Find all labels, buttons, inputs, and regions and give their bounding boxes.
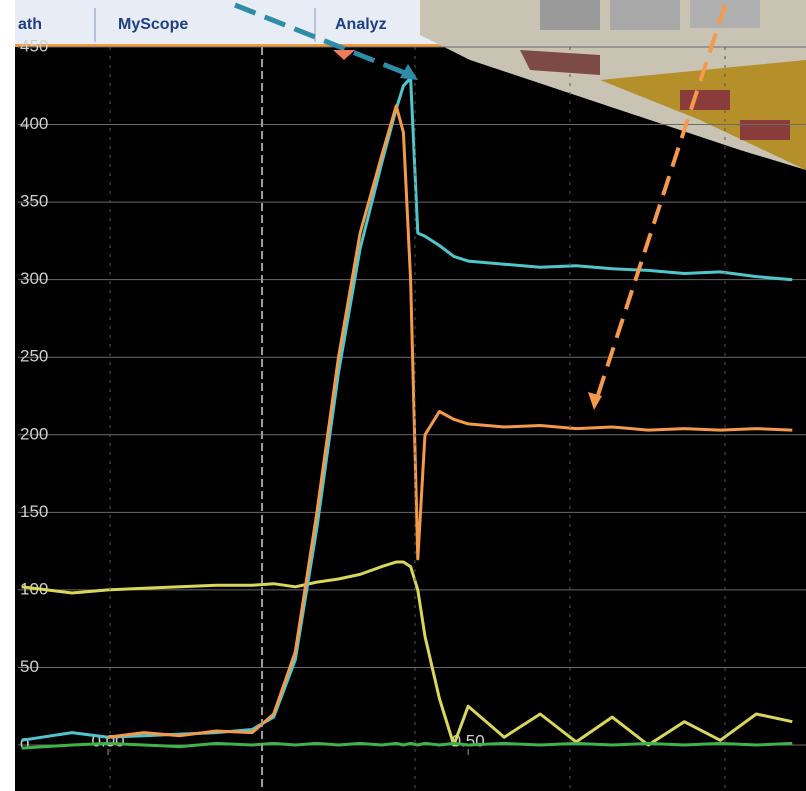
y-tick-label: 50	[20, 657, 39, 676]
y-tick-label: 200	[20, 424, 48, 443]
y-tick-label: 0	[20, 734, 29, 753]
tab[interactable]: ath	[18, 16, 42, 33]
tab[interactable]: MyScope	[118, 16, 188, 33]
y-tick-label: 450	[20, 36, 48, 55]
tab[interactable]: Analyz	[335, 16, 387, 33]
y-tick-label: 150	[20, 502, 48, 521]
y-tick-label: 300	[20, 269, 48, 288]
y-tick-label: 350	[20, 192, 48, 211]
page: ath MyScope Analyz 050100150200250300350…	[0, 0, 806, 791]
y-tick-label: 400	[20, 114, 48, 133]
y-tick-label: 250	[20, 347, 48, 366]
scope-screen: ath MyScope Analyz 050100150200250300350…	[0, 0, 806, 791]
